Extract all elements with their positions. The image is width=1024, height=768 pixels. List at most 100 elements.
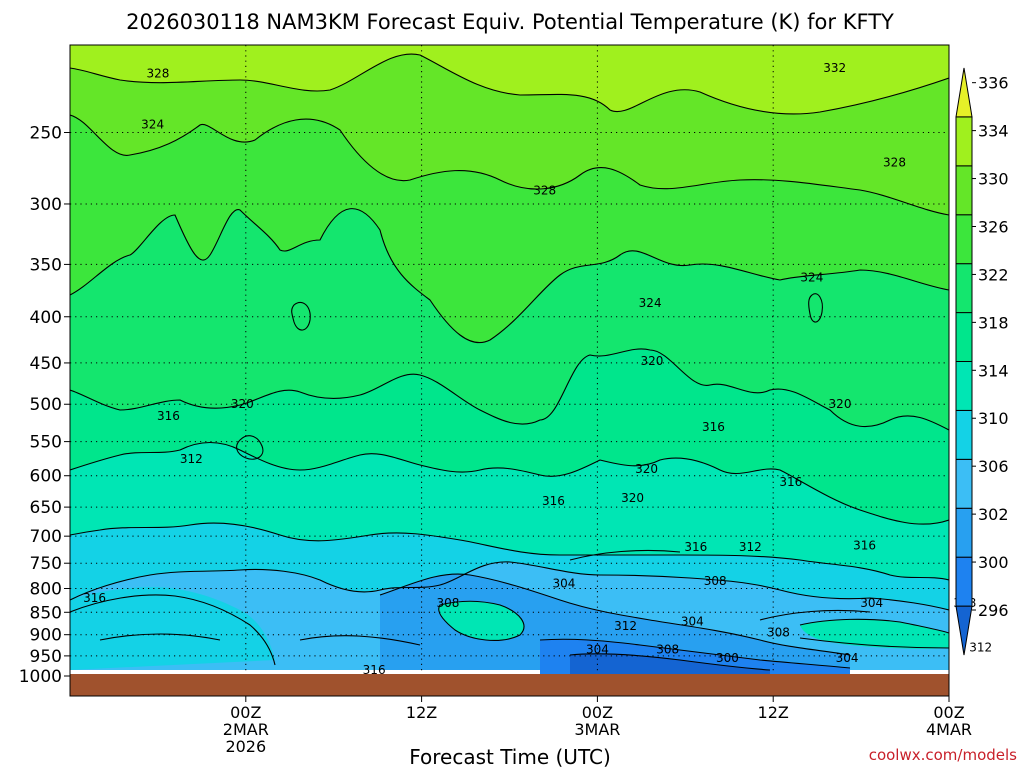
x-tick-label: 12Z: [406, 703, 437, 722]
colorbar-segment: [955, 458, 973, 509]
colorbar-label-336: 336: [978, 74, 1009, 93]
y-tick-label-500: 500: [30, 395, 62, 415]
y-tick-label-250: 250: [30, 123, 62, 143]
colorbar-label-314: 314: [978, 361, 1009, 380]
contour-label: 312: [614, 619, 637, 633]
credit-text: coolwx.com/models: [869, 746, 1017, 764]
contour-label: 304: [836, 651, 859, 665]
x-tick-label: 4MAR: [926, 720, 972, 739]
colorbar-label-300: 300: [978, 553, 1009, 572]
contour-label: 328: [533, 184, 556, 198]
contour-label: 300: [716, 651, 739, 665]
contour-label: 304: [681, 614, 704, 628]
y-tick-label-1000: 1000: [19, 667, 62, 687]
contour-line: [299, 635, 421, 646]
colorbar-label-296: 296: [978, 601, 1009, 620]
y-tick-label-950: 950: [30, 647, 62, 667]
contour-label: 324: [639, 296, 662, 310]
contour-line: [70, 594, 276, 666]
contour-label: 320: [231, 397, 254, 411]
contour-label: 320: [640, 354, 663, 368]
y-tick-label-650: 650: [30, 498, 62, 518]
contour-line: [291, 301, 311, 331]
contour-line: [70, 208, 949, 344]
colorbar-label-310: 310: [978, 409, 1009, 428]
contour-label: 324: [141, 118, 164, 132]
contour-label: 316: [157, 409, 180, 423]
x-tick-label: 2MAR: [223, 720, 269, 739]
chart-title: 2026030118 NAM3KM Forecast Equiv. Potent…: [126, 10, 894, 34]
contour-label: 316: [702, 420, 725, 434]
contour-label: 324: [800, 271, 823, 285]
theta-e-fill-bands: [70, 45, 949, 675]
contour-label: 316: [363, 663, 386, 677]
contour-line: [70, 53, 949, 115]
band-326: [70, 54, 949, 215]
contour-line: [379, 573, 851, 656]
contour-line: [70, 561, 949, 611]
contour-label: 316: [853, 539, 876, 553]
contour-label: 304: [553, 577, 576, 591]
colorbar-segment: [955, 409, 973, 460]
colorbar-segment: [955, 214, 973, 265]
y-tick-label-450: 450: [30, 354, 62, 374]
band-306: [70, 523, 949, 610]
contour-line: [808, 293, 823, 323]
colorbar-label-306: 306: [978, 457, 1009, 476]
colorbar-label-318: 318: [978, 313, 1009, 332]
surface-ground: [70, 674, 949, 696]
x-tick-label: 3MAR: [574, 720, 620, 739]
contour-label: 320: [635, 462, 658, 476]
contour-line: [799, 618, 949, 634]
colorbar-segment: [955, 67, 973, 118]
contour-label: 304: [860, 596, 883, 610]
contour-line: [438, 600, 525, 641]
contour-label: 316: [779, 475, 802, 489]
band-under-296: [570, 653, 770, 675]
warm-pocket-mid: [438, 601, 524, 641]
band-300: [380, 574, 850, 670]
band-330: [70, 45, 949, 114]
band-314: [70, 348, 949, 525]
contour-label: 316: [684, 540, 707, 554]
contour-label: 312: [739, 540, 762, 554]
colorbar-label-326: 326: [978, 217, 1009, 236]
contour-label: 308: [656, 643, 679, 657]
y-tick-label-750: 750: [30, 554, 62, 574]
x-tick-label: 00Z: [230, 703, 261, 722]
y-tick-label-300: 300: [30, 195, 62, 215]
y-tick-label-350: 350: [30, 255, 62, 275]
colorbar-label-322: 322: [978, 265, 1009, 284]
contour-label: 304: [586, 643, 609, 657]
contour-line: [799, 637, 949, 649]
contour-label: 308: [767, 626, 790, 640]
contour-lines: [70, 53, 949, 671]
y-tick-label-700: 700: [30, 527, 62, 547]
band-310: [70, 442, 949, 580]
contour-label: 308: [704, 574, 727, 588]
contour-label: 328: [883, 156, 906, 170]
contour-line: [70, 442, 949, 525]
contour-line: [70, 522, 949, 581]
contour-label: 328: [146, 66, 169, 80]
colorbar-segment: [955, 556, 973, 607]
time-gridlines: [245, 45, 949, 676]
y-tick-label-900: 900: [30, 626, 62, 646]
contour-line: [236, 435, 264, 460]
contour-line: [99, 633, 221, 641]
colorbar-label-334: 334: [978, 122, 1009, 141]
colorbar-segment: [955, 361, 973, 411]
colorbar-segment: [955, 116, 973, 167]
x-tick-label: 2026: [225, 737, 266, 756]
y-tick-label-800: 800: [30, 580, 62, 600]
band-322: [70, 115, 949, 343]
contour-label: 316: [83, 591, 106, 605]
pressure-gridlines: [70, 131, 949, 657]
x-tick-label: 12Z: [758, 703, 789, 722]
contour-line: [569, 653, 771, 671]
x-axis-label: Forecast Time (UTC): [409, 745, 611, 768]
contour-label: 316: [542, 494, 565, 508]
contour-line: [569, 549, 681, 561]
